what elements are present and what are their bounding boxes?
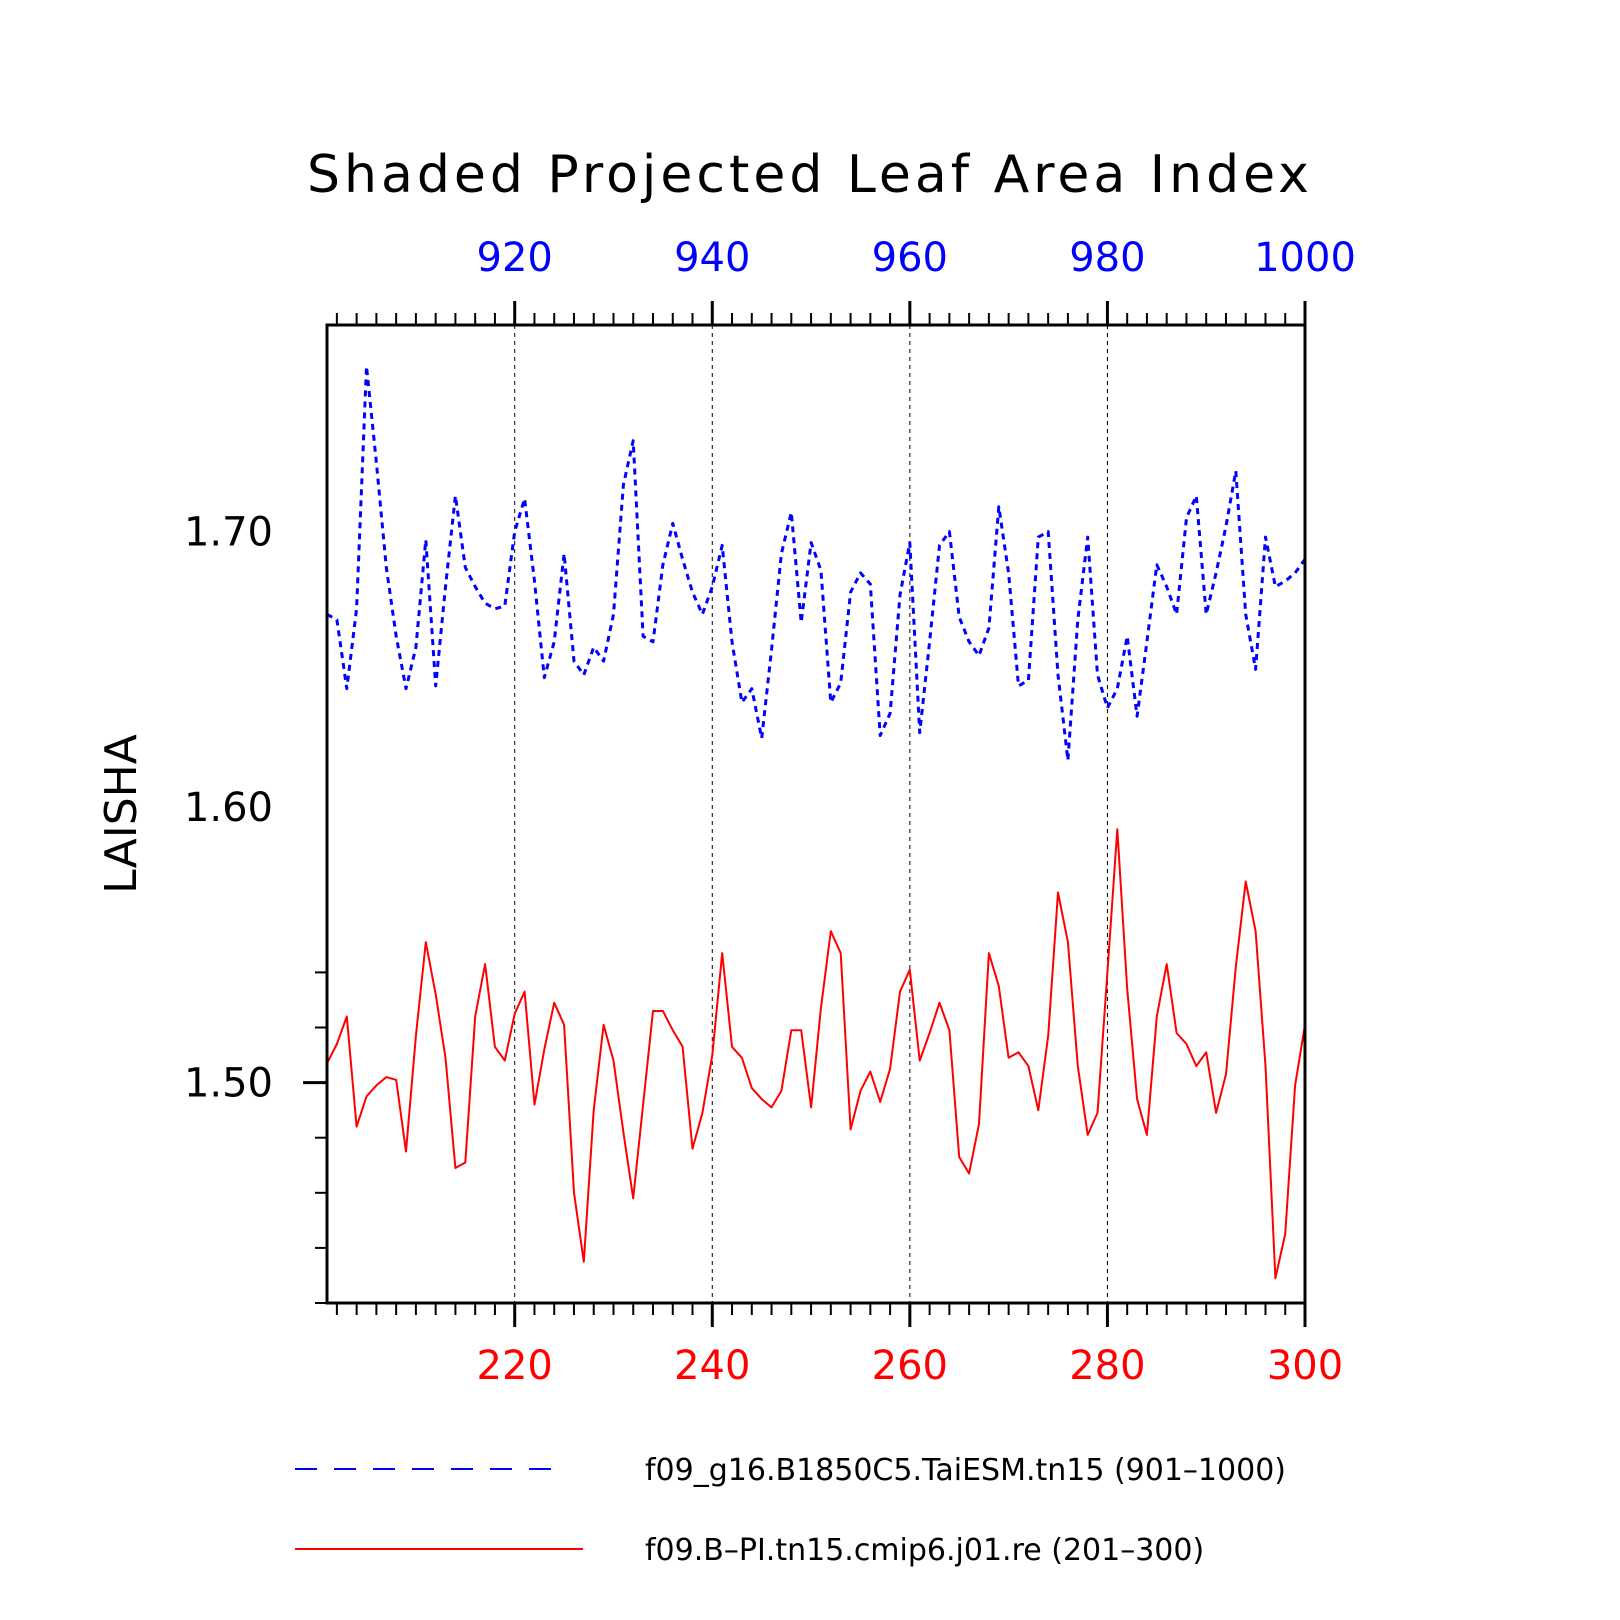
x-bottom-tick-label: 300	[1267, 1343, 1343, 1389]
y-tick-label: 1.60	[184, 785, 273, 831]
y-tick-label: 1.50	[184, 1061, 273, 1107]
grid-lines	[514, 325, 1108, 1303]
x-bottom-tick-label: 220	[477, 1343, 553, 1389]
legend: f09_g16.B1850C5.TaiESM.tn15 (901–1000) f…	[295, 1453, 1286, 1568]
legend-label-red: f09.B–PI.tn15.cmip6.j01.re (201–300)	[645, 1533, 1204, 1568]
axis-ticks	[303, 301, 1307, 1327]
series-layer	[326, 364, 1307, 1280]
series-line-red-solid	[326, 828, 1306, 1280]
legend-label-blue: f09_g16.B1850C5.TaiESM.tn15 (901–1000)	[645, 1453, 1286, 1488]
x-bottom-tick-label: 260	[872, 1343, 948, 1389]
chart-title: Shaded Projected Leaf Area Index	[307, 145, 1313, 205]
x-top-tick-label: 960	[872, 235, 948, 281]
x-bottom-tick-label: 240	[674, 1343, 750, 1389]
series-line-blue-dashed	[326, 364, 1307, 762]
x-top-tick-label: 980	[1069, 235, 1145, 281]
y-axis-label: LAISHA	[96, 734, 147, 894]
tick-labels: 220 240 260 280 300 920 940 960 980 1000 1.50 1.60 1…	[184, 235, 1356, 1389]
x-top-tick-label: 940	[674, 235, 750, 281]
x-top-tick-label: 920	[477, 235, 553, 281]
x-top-tick-label: 1000	[1254, 235, 1356, 281]
plot-frame	[325, 323, 1307, 1305]
x-bottom-tick-label: 280	[1069, 1343, 1145, 1389]
y-tick-label: 1.70	[184, 510, 273, 556]
